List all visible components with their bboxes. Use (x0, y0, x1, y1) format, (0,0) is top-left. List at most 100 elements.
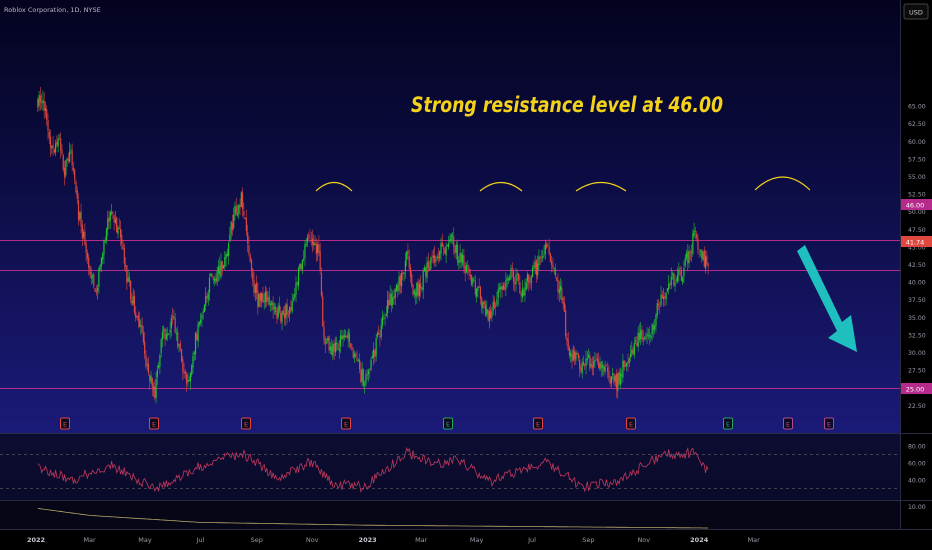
candle (622, 353, 624, 383)
earnings-marker[interactable]: E (626, 417, 636, 430)
candle (210, 272, 212, 277)
earnings-marker[interactable]: E (149, 417, 159, 430)
candle (74, 168, 76, 185)
candle (128, 272, 130, 287)
candle (408, 249, 410, 272)
candle (130, 280, 132, 304)
candle (347, 328, 349, 348)
candle (516, 269, 518, 282)
candle (122, 239, 124, 251)
candle (41, 93, 43, 110)
earnings-marker[interactable]: E (60, 417, 70, 430)
candle (378, 325, 380, 335)
candle (76, 186, 78, 204)
time-tick: May (138, 536, 152, 544)
time-tick: Nov (306, 536, 319, 544)
candle (170, 314, 172, 337)
candle (473, 276, 475, 282)
candle (275, 303, 277, 315)
earnings-marker[interactable]: E (443, 417, 453, 430)
rsi-axis: 80.00 60.00 40.00 10.00 (908, 444, 926, 512)
candle (693, 222, 695, 239)
candle (61, 144, 63, 156)
candle (476, 288, 478, 303)
price-tick: 57.50 (908, 156, 926, 163)
candle (95, 285, 97, 296)
candle (333, 339, 335, 360)
candle (109, 210, 111, 230)
candle (669, 282, 671, 289)
candle (568, 345, 571, 359)
candle (610, 376, 613, 388)
candle (206, 291, 208, 304)
candle (519, 275, 521, 295)
candle (394, 287, 396, 305)
candle (656, 299, 658, 319)
candle (509, 274, 511, 282)
candle (388, 291, 390, 310)
candle (607, 362, 609, 379)
candle (299, 263, 301, 271)
candle (552, 257, 554, 272)
candle (696, 230, 698, 242)
earnings-marker[interactable]: E (783, 417, 793, 430)
earnings-marker[interactable]: E (533, 417, 543, 430)
candle (215, 273, 217, 285)
candle (605, 364, 607, 367)
candle (646, 327, 648, 345)
candle (392, 290, 394, 309)
candle (540, 250, 543, 263)
badge-resistance-text: 46.00 (906, 201, 925, 209)
candle (81, 219, 83, 247)
candle (510, 264, 512, 281)
candle (234, 201, 236, 221)
candle (500, 282, 502, 299)
candle (361, 362, 363, 387)
candle (320, 267, 323, 298)
candle (317, 241, 319, 261)
earnings-marker[interactable]: E (723, 417, 733, 430)
candle (599, 356, 601, 372)
candle (55, 139, 57, 157)
candle (138, 311, 141, 328)
price-tick: 47.50 (908, 227, 926, 234)
candle (285, 302, 287, 327)
candle (364, 380, 366, 394)
candle (281, 310, 283, 331)
candle (629, 345, 632, 362)
candle (486, 300, 488, 317)
candle (366, 369, 368, 381)
candle (313, 234, 315, 250)
earnings-marker[interactable]: E (341, 417, 351, 430)
currency-button[interactable]: USD (903, 3, 929, 20)
candle (442, 244, 445, 256)
earnings-label: E (629, 421, 633, 429)
candle (542, 249, 544, 262)
candle (615, 369, 618, 398)
candle (549, 252, 551, 263)
earnings-marker[interactable]: E (241, 417, 251, 430)
candle (207, 289, 209, 306)
candle (140, 318, 142, 336)
candle (229, 226, 231, 243)
candle (553, 267, 555, 275)
candle (155, 372, 157, 404)
earnings-marker[interactable]: E (824, 417, 834, 430)
candle (395, 284, 398, 292)
candle (449, 233, 451, 245)
candle (425, 266, 427, 283)
candle (220, 253, 222, 280)
candle (319, 242, 321, 275)
candle (463, 248, 465, 273)
candle (353, 350, 356, 364)
time-tick: Sep (251, 536, 263, 544)
candle (186, 371, 188, 392)
candle (178, 343, 180, 353)
candle (273, 302, 275, 315)
candle (286, 298, 288, 324)
candle (397, 281, 399, 298)
candle (184, 369, 186, 379)
earnings-label: E (344, 421, 348, 429)
candle (502, 282, 504, 290)
